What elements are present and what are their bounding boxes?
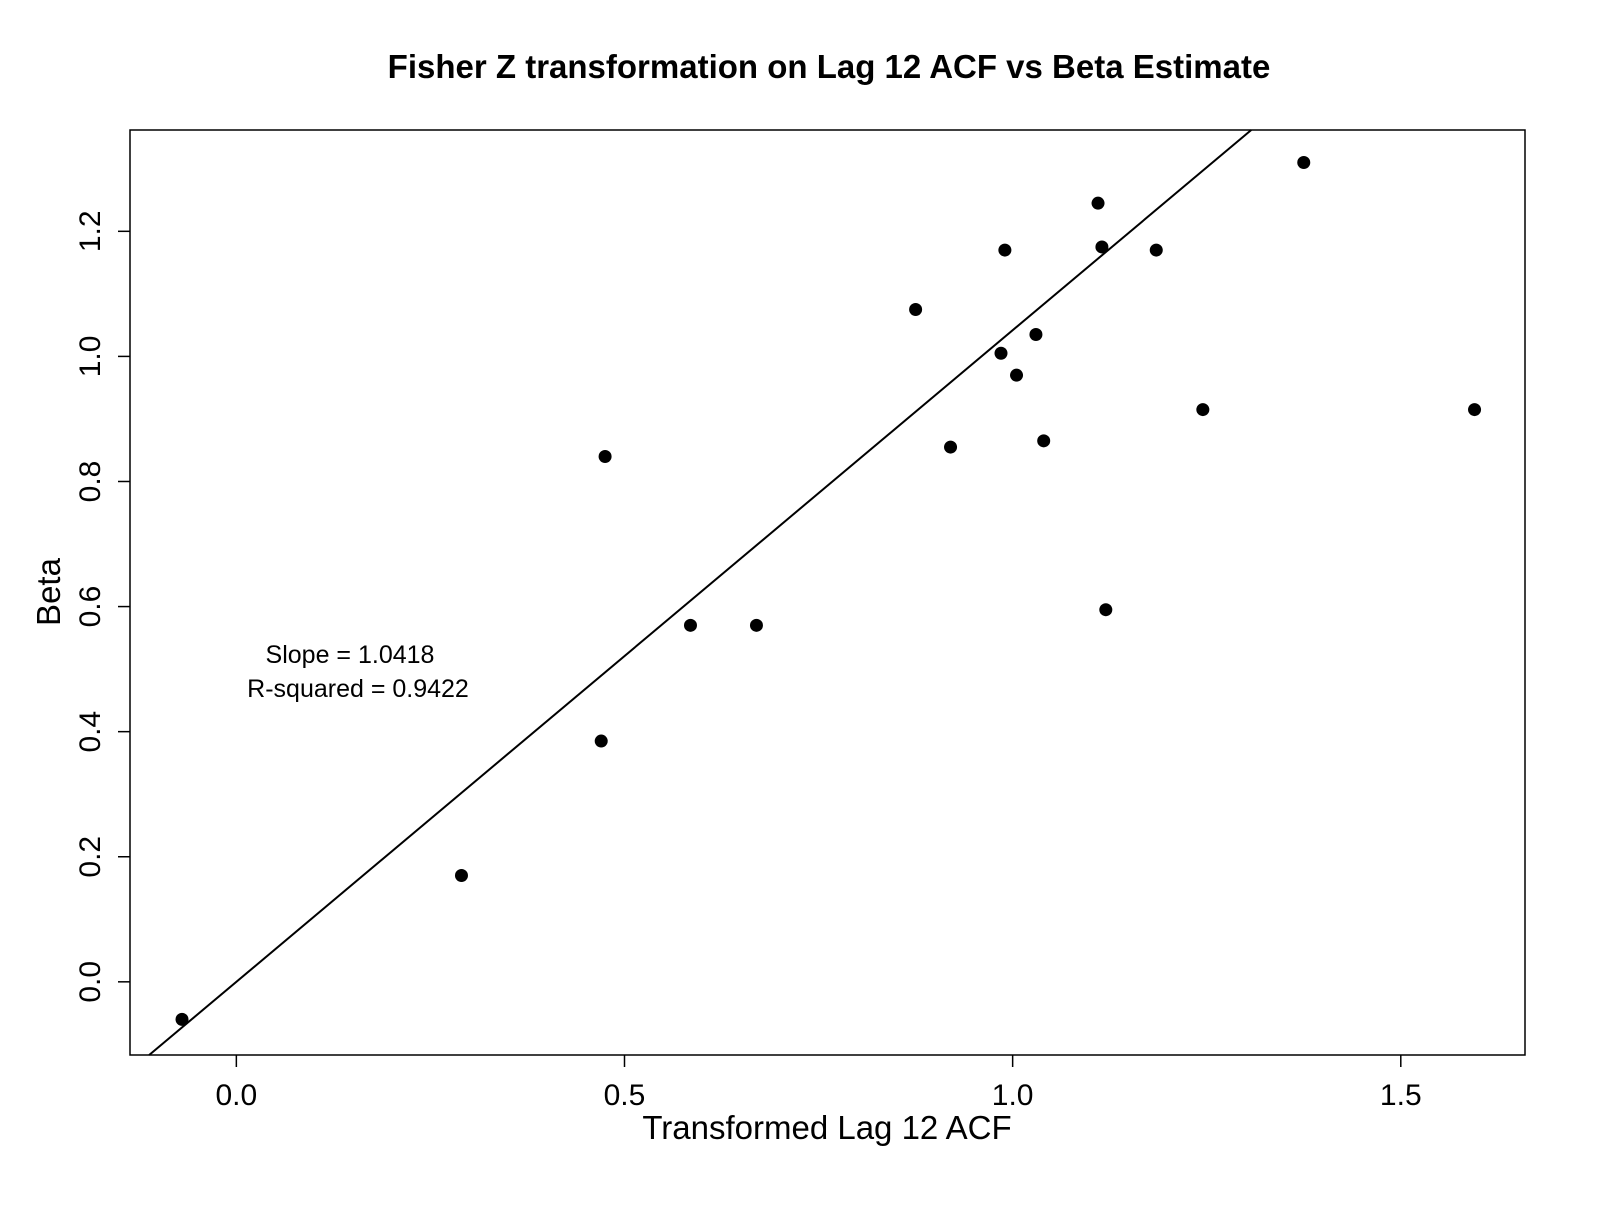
x-tick-label: 1.5 [1380,1079,1422,1112]
x-tick-label: 0.5 [604,1079,646,1112]
data-point [683,618,697,632]
data-point [1095,240,1109,254]
y-tick-label: 0.8 [74,461,107,503]
x-tick-label: 0.0 [215,1079,257,1112]
data-point [944,440,958,454]
y-tick-label: 0.0 [74,961,107,1003]
data-points [175,156,1482,1026]
slope-annotation: Slope = 1.0418 [266,641,435,669]
data-point [998,243,1012,257]
plot-frame [129,129,1526,1056]
data-point [909,302,923,316]
data-point [454,869,468,883]
chart-title: Fisher Z transformation on Lag 12 ACF vs… [388,48,1271,85]
data-point [598,449,612,463]
y-axis: 0.0 0.2 0.4 0.6 0.8 1.0 1.2 [74,210,130,1003]
y-tick-label: 1.2 [74,210,107,252]
data-point [594,734,608,748]
data-point [994,346,1008,360]
x-axis-label: Transformed Lag 12 ACF [642,1109,1011,1146]
data-point [1468,403,1482,417]
data-point [1099,603,1113,617]
data-point [1149,243,1163,257]
y-tick-label: 1.0 [74,336,107,378]
x-tick-label: 1.0 [992,1079,1034,1112]
data-point [1029,328,1043,342]
regression-line [148,129,1252,1056]
r-squared-annotation: R-squared = 0.9422 [247,675,469,703]
data-point [749,618,763,632]
y-tick-label: 0.6 [74,586,107,628]
y-tick-label: 0.2 [74,836,107,878]
y-tick-label: 0.4 [74,711,107,753]
x-axis: 0.0 0.5 1.0 1.5 [215,1055,1422,1112]
data-point [1196,403,1210,417]
plot-area [148,129,1482,1056]
data-point [175,1012,189,1026]
data-point [1037,434,1051,448]
data-point [1297,156,1311,170]
y-axis-label: Beta [30,557,67,626]
data-point [1091,196,1105,210]
data-point [1010,368,1024,382]
